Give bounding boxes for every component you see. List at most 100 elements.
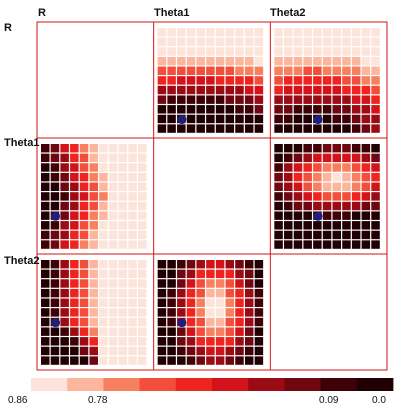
heatmap-cell — [313, 182, 322, 191]
heatmap-panel — [274, 144, 380, 249]
heatmap-cell — [79, 288, 89, 298]
heatmap-cell — [118, 240, 128, 249]
heatmap-cell — [244, 298, 254, 307]
heatmap-cell — [177, 346, 186, 356]
heatmap-cell — [167, 279, 176, 288]
heatmap-cell — [303, 66, 312, 75]
heatmap-cell — [137, 288, 147, 298]
heatmap-cell — [206, 28, 215, 37]
heatmap-cell — [60, 327, 69, 336]
heatmap-cell — [225, 298, 235, 307]
heatmap-cell — [342, 221, 351, 230]
heatmap-cell — [60, 201, 69, 211]
heatmap-cell — [254, 260, 264, 269]
heatmap-cell — [108, 327, 118, 336]
heatmap-cell — [284, 95, 293, 104]
heatmap-cell — [342, 240, 351, 249]
heatmap-cell — [50, 221, 60, 230]
heatmap-cell — [274, 76, 283, 85]
heatmap-cell — [342, 114, 351, 124]
heatmap-cell — [313, 172, 322, 182]
heatmap-cell — [215, 114, 225, 124]
colorbar-tick-label: 0.09 — [319, 395, 339, 406]
heatmap-cell — [41, 163, 50, 172]
heatmap-cell — [244, 269, 254, 279]
heatmap-cell — [70, 211, 79, 220]
heatmap-cell — [157, 260, 167, 269]
heatmap-cell — [313, 230, 322, 240]
heatmap-cell — [225, 66, 235, 75]
heatmap-cell — [89, 172, 98, 182]
heatmap-cell — [244, 37, 254, 47]
heatmap-cell — [167, 105, 176, 114]
heatmap-cell — [332, 37, 342, 47]
heatmap-cell — [322, 240, 332, 249]
heatmap-cell — [254, 269, 264, 279]
heatmap-cell — [313, 240, 322, 249]
heatmap-cell — [157, 66, 167, 75]
heatmap-cell — [235, 317, 244, 327]
heatmap-cell — [79, 221, 89, 230]
heatmap-cell — [322, 124, 332, 133]
heatmap-cell — [60, 279, 69, 288]
heatmap-cell — [225, 56, 235, 66]
heatmap-cell — [70, 163, 79, 172]
heatmap-cell — [254, 95, 264, 104]
heatmap-cell — [322, 56, 332, 66]
heatmap-cell — [70, 298, 79, 307]
heatmap-cell — [99, 327, 108, 336]
heatmap-cell — [322, 163, 332, 172]
heatmap-cell — [332, 153, 342, 163]
heatmap-cell — [322, 28, 332, 37]
heatmap-cell — [118, 211, 128, 220]
heatmap-cell — [196, 298, 205, 307]
row-label: Theta2 — [4, 255, 39, 267]
heatmap-cell — [303, 28, 312, 37]
heatmap-cell — [41, 144, 50, 153]
heatmap-cell — [225, 114, 235, 124]
heatmap-cell — [215, 288, 225, 298]
heatmap-cell — [342, 85, 351, 95]
heatmap-cell — [284, 221, 293, 230]
heatmap-cell — [235, 337, 244, 346]
heatmap-cell — [284, 211, 293, 220]
heatmap-cell — [50, 356, 60, 365]
heatmap-cell — [225, 288, 235, 298]
heatmap-cell — [60, 260, 69, 269]
heatmap-cell — [186, 124, 196, 133]
heatmap-cell — [99, 298, 108, 307]
heatmap-cell — [196, 47, 205, 56]
optimum-marker — [177, 115, 187, 125]
heatmap-cell — [206, 66, 215, 75]
heatmap-cell — [79, 279, 89, 288]
heatmap-cell — [342, 47, 351, 56]
heatmap-cell — [322, 144, 332, 153]
heatmap-cell — [186, 337, 196, 346]
heatmap-cell — [274, 28, 283, 37]
heatmap-cell — [99, 269, 108, 279]
heatmap-cell — [254, 317, 264, 327]
heatmap-cell — [322, 95, 332, 104]
heatmap-cell — [293, 66, 303, 75]
heatmap-cell — [60, 172, 69, 182]
heatmap-cell — [244, 85, 254, 95]
heatmap-cell — [70, 221, 79, 230]
heatmap-cell — [50, 346, 60, 356]
heatmap-cell — [303, 192, 312, 201]
heatmap-cell — [79, 153, 89, 163]
heatmap-cell — [70, 337, 79, 346]
heatmap-cell — [371, 47, 380, 56]
heatmap-cell — [79, 192, 89, 201]
heatmap-cell — [371, 105, 380, 114]
heatmap-cell — [50, 153, 60, 163]
heatmap-cell — [303, 221, 312, 230]
heatmap-cell — [79, 308, 89, 317]
heatmap-cell — [99, 240, 108, 249]
outer-frame — [36, 21, 388, 371]
heatmap-cell — [196, 37, 205, 47]
heatmap-cell — [215, 76, 225, 85]
heatmap-cell — [70, 356, 79, 365]
heatmap-cell — [284, 144, 293, 153]
heatmap-cell — [274, 66, 283, 75]
heatmap-cell — [196, 337, 205, 346]
